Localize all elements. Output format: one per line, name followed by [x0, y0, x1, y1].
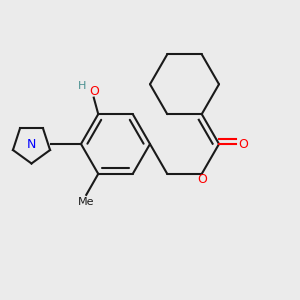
Text: O: O [89, 85, 99, 98]
Text: O: O [238, 137, 248, 151]
Text: H: H [78, 81, 86, 91]
Text: N: N [27, 137, 36, 151]
Text: Me: Me [78, 197, 94, 207]
Text: O: O [197, 173, 207, 186]
